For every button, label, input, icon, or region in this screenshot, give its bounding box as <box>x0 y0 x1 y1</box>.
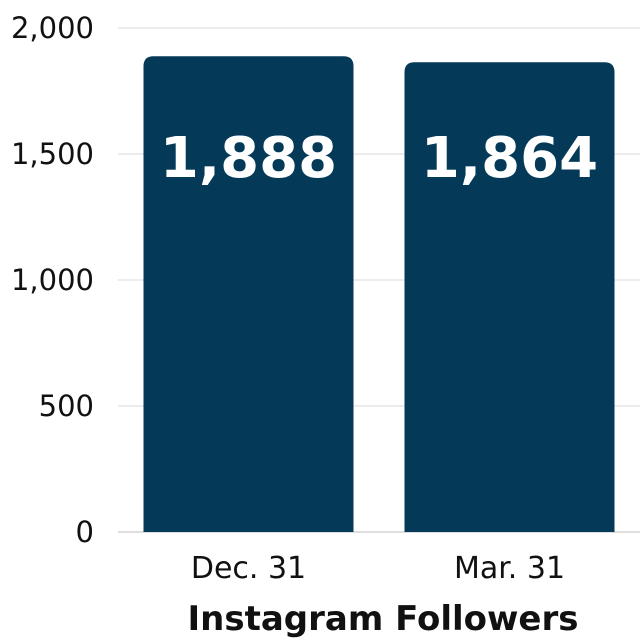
bar <box>404 62 615 532</box>
bar-value-label: 1,888 <box>160 126 337 191</box>
x-category-label: Dec. 31 <box>191 551 306 586</box>
x-axis-title: Instagram Followers <box>188 599 579 639</box>
x-axis-categories: Dec. 31 Mar. 31 <box>191 551 565 586</box>
y-tick-label: 1,000 <box>11 263 94 297</box>
y-axis-ticks: 0 500 1,000 1,500 2,000 <box>11 11 94 549</box>
y-tick-label: 2,000 <box>11 11 94 45</box>
x-category-label: Mar. 31 <box>454 551 565 586</box>
bar <box>143 56 354 532</box>
y-tick-label: 1,500 <box>11 137 94 171</box>
bars <box>143 56 615 532</box>
bar-value-labels: 1,888 1,864 <box>160 126 598 191</box>
y-tick-label: 0 <box>76 515 94 549</box>
y-tick-label: 500 <box>39 389 94 423</box>
bar-value-label: 1,864 <box>421 126 598 191</box>
